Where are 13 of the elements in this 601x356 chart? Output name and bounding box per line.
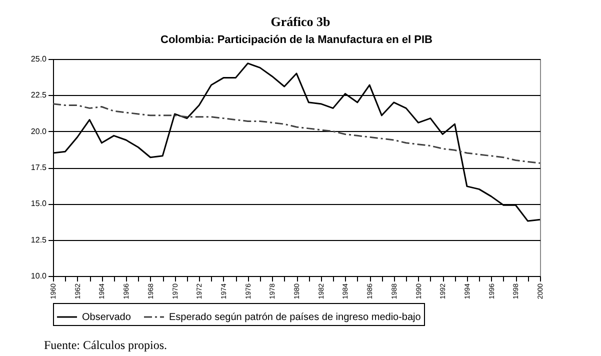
y-tick-label: 17.5 bbox=[30, 163, 48, 172]
y-tick-label: 20.0 bbox=[30, 126, 48, 136]
legend-label: Observado bbox=[82, 312, 132, 323]
y-tick-label: 22.5 bbox=[30, 90, 48, 100]
source-note: Fuente: Cálculos propios. bbox=[44, 338, 167, 353]
y-tick-label: 25.0 bbox=[30, 54, 48, 64]
legend-label: Esperado según patrón de países de ingreso medio-bajo bbox=[169, 312, 422, 323]
chart-title: Gráfico 3b bbox=[270, 14, 332, 30]
y-tick-label: 15.0 bbox=[30, 199, 48, 208]
chart-subtitle: Colombia: Participación de la Manufactura en el PIB bbox=[160, 34, 433, 46]
y-tick-label: 12.5 bbox=[30, 235, 48, 244]
line-series bbox=[52, 103, 541, 164]
y-tick-label: 10.0 bbox=[30, 272, 48, 280]
